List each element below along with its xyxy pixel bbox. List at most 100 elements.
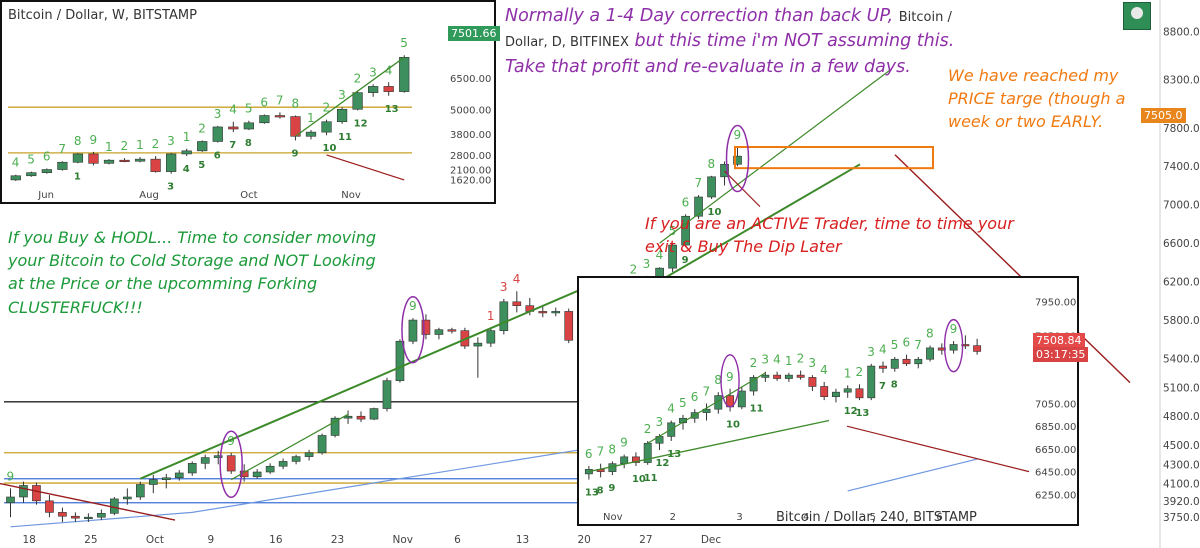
main-candle [720,164,729,178]
main-y-tick: 7800.0 [1163,123,1200,135]
main-y-tick: 4100.0 [1163,479,1200,491]
h4-td-count: 4 [773,353,781,367]
main-candle [265,465,275,473]
h4-td-count-below: 11 [644,473,658,484]
h4-td-count: 9 [726,370,734,384]
weekly-td-count: 7 [276,93,284,107]
main-x-tick: 25 [84,534,97,546]
main-candle [694,196,703,217]
main-x-tick: 23 [331,534,344,546]
h4-candle [584,469,593,475]
main-candle [512,301,522,306]
h4-candle [808,377,817,387]
main-y-tick: 3750.0 [1163,512,1200,524]
h4-chart: 6250.006450.006650.006850.007050.007650.… [584,297,1076,523]
main-td-count: 9 [6,469,14,483]
h4-x-tick: 6 [936,512,942,523]
main-y-tick: 4300.0 [1163,459,1200,471]
weekly-candle [41,169,52,173]
inset2-countdown: 03:17:35 [1033,347,1089,362]
note-top: Normally a 1-4 Day correction than back … [505,4,985,80]
h4-td-count-below: 7 [879,381,886,392]
main-y-tick: 5400.0 [1163,354,1200,366]
main-y-tick: 7000.0 [1163,200,1200,212]
main-candle [6,496,15,504]
main-candle [395,340,405,381]
weekly-td-count: 2 [323,101,331,115]
main-y-tick: 6600.0 [1163,238,1200,250]
note-active-trader: If you are an ACTIVE Trader, time to tim… [645,214,1014,257]
main-x-tick: Dec [701,534,722,546]
weekly-candle [103,159,115,164]
main-candle [317,435,327,454]
weekly-td-count: 1 [183,130,191,144]
h4-td-count: 6 [903,336,911,350]
h4-y-tick: 6650.00 [1035,445,1076,456]
inset1-title: Bitcoin / Dollar, W, BITSTAMP [8,8,197,23]
main-td-count: 8 [708,157,716,171]
weekly-td-count-below: 1 [74,171,81,182]
h4-td-count: 8 [926,327,934,341]
weekly-td-count: 2 [121,139,129,153]
note-hodl: If you Buy & HODL... Time to consider mo… [8,228,376,317]
inset2-title: Bitcoin / Dollar, 240, BITSTAMP [776,510,977,525]
main-candle [447,329,457,332]
h4-x-tick: Nov [603,512,623,523]
main-x-tick: 6 [454,534,461,546]
h4-td-count: 5 [891,338,899,352]
weekly-trendline-red [326,154,405,181]
weekly-td-count: 3 [214,107,222,121]
weekly-candle [26,172,37,177]
weekly-candle [10,175,21,181]
main-td-count: 3 [500,280,508,294]
inset2-last-price: 7508.84 [1033,333,1085,348]
h4-candle [820,386,829,398]
weekly-td-count: 3 [167,134,175,148]
h4-td-count: 2 [797,352,805,366]
weekly-candle [181,150,192,155]
main-candle [252,471,262,478]
main-candle [499,301,509,331]
h4-candle [796,374,805,378]
weekly-candle [321,121,332,133]
h4-td-count: 7 [703,385,711,399]
h4-td-count: 2 [750,356,758,370]
h4-moving-average [847,458,978,492]
h4-td-count: 6 [585,447,593,461]
td9-highlight-ellipse [401,295,425,364]
h4-y-tick: 6450.00 [1035,468,1076,479]
weekly-td-count: 6 [260,95,268,109]
main-candle [421,319,431,335]
avatar [1123,2,1151,30]
h4-td-count-below: 13 [667,449,681,460]
main-td-count: 3 [643,257,651,271]
h4-td-count: 2 [644,422,652,436]
weekly-td-count: 3 [369,65,377,79]
weekly-x-tick: Aug [139,190,159,201]
main-candle [681,215,690,246]
weekly-y-tick: 1620.00 [450,176,491,187]
h4-td-count: 1 [785,354,793,368]
weekly-td-count: 5 [27,153,35,167]
weekly-td-count-below: 10 [323,143,337,154]
main-x-tick: 18 [23,534,36,546]
weekly-td-count: 1 [307,111,315,125]
h4-candle [761,374,770,378]
main-td-count: 7 [695,176,703,190]
price-target-box [734,146,934,170]
weekly-candle [72,153,84,163]
main-candle [356,415,366,420]
weekly-candle [383,86,394,92]
main-y-tick: 5100.0 [1163,382,1200,394]
main-td-count: 6 [682,195,690,209]
h4-candle [973,345,982,352]
h4-candle [749,377,758,392]
h4-td-count: 7 [597,445,605,459]
main-trendline-red [894,154,1131,384]
h4-y-tick: 6850.00 [1035,422,1076,433]
main-candle [733,155,742,165]
weekly-td-count: 8 [74,134,82,148]
h4-td-count-below: 8 [891,380,898,391]
h4-y-tick: 7950.00 [1035,297,1076,308]
